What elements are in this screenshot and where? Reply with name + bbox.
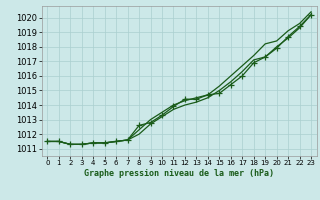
X-axis label: Graphe pression niveau de la mer (hPa): Graphe pression niveau de la mer (hPa) — [84, 169, 274, 178]
